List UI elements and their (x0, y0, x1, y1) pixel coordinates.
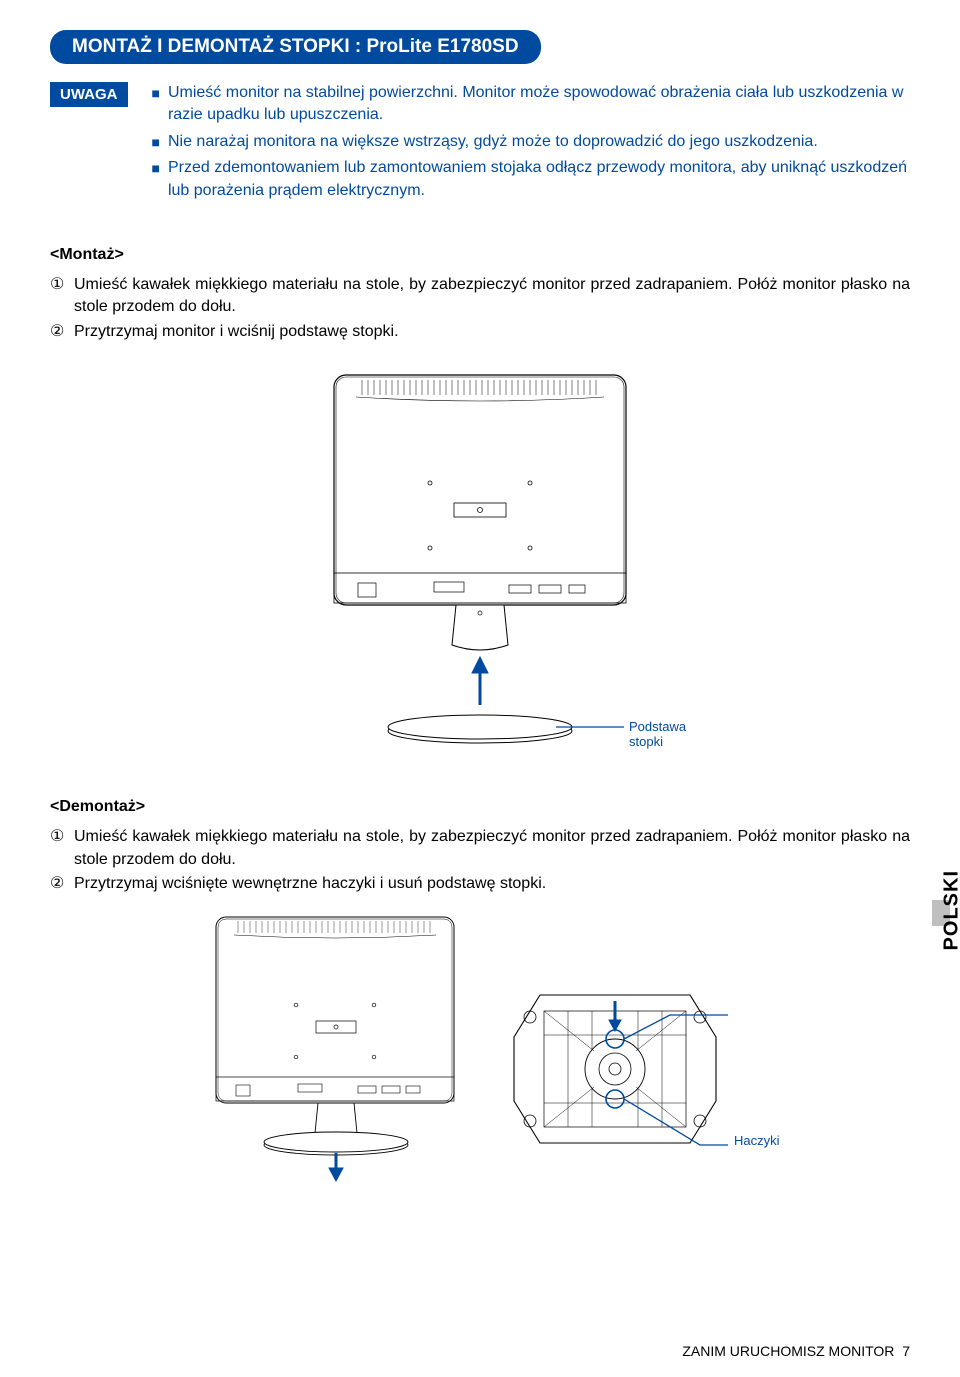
footer-page-number: 7 (902, 1343, 910, 1359)
page-footer: ZANIM URUCHOMISZ MONITOR 7 (682, 1343, 910, 1359)
step-number-icon: ① (50, 274, 74, 319)
step-number-icon: ② (50, 873, 74, 895)
caution-text: Nie narażaj monitora na większe wstrząsy… (168, 131, 818, 153)
caution-block: UWAGA ■ Umieść monitor na stabilnej powi… (50, 82, 910, 206)
caution-item: ■ Umieść monitor na stabilnej powierzchn… (152, 82, 911, 127)
caution-text: Umieść monitor na stabilnej powierzchni.… (168, 82, 910, 127)
mount-step: ① Umieść kawałek miękkiego materiału na … (50, 274, 910, 319)
caution-label: UWAGA (50, 82, 128, 107)
caution-list: ■ Umieść monitor na stabilnej powierzchn… (152, 82, 911, 206)
square-bullet-icon: ■ (152, 84, 160, 127)
language-tab: POLSKI (940, 870, 960, 950)
square-bullet-icon: ■ (152, 133, 160, 153)
mount-heading: <Montaż> (50, 246, 910, 264)
hooks-label: Haczyki (734, 1133, 780, 1148)
caution-item: ■ Nie narażaj monitora na większe wstrzą… (152, 131, 911, 153)
footer-section: ZANIM URUCHOMISZ MONITOR (682, 1343, 894, 1359)
demount-step: ① Umieść kawałek miękkiego materiału na … (50, 826, 910, 871)
caution-item: ■ Przed zdemontowaniem lub zamontowaniem… (152, 157, 911, 202)
mount-step: ② Przytrzymaj monitor i wciśnij podstawę… (50, 321, 910, 343)
step-text: Umieść kawałek miękkiego materiału na st… (74, 274, 910, 319)
step-text: Umieść kawałek miękkiego materiału na st… (74, 826, 910, 871)
step-text: Przytrzymaj monitor i wciśnij podstawę s… (74, 321, 910, 343)
mount-figure: Podstawa stopki (50, 373, 910, 758)
stand-base-bottom-diagram-icon (500, 975, 730, 1165)
step-number-icon: ② (50, 321, 74, 343)
demount-heading: <Demontaż> (50, 798, 910, 816)
square-bullet-icon: ■ (152, 159, 160, 202)
step-number-icon: ① (50, 826, 74, 871)
monitor-back-small-diagram-icon (210, 915, 460, 1185)
demount-step: ② Przytrzymaj wciśnięte wewnętrzne haczy… (50, 873, 910, 895)
caution-text: Przed zdemontowaniem lub zamontowaniem s… (168, 157, 910, 202)
stand-base-label: Podstawa stopki (629, 719, 686, 749)
page-title: MONTAŻ I DEMONTAŻ STOPKI : ProLite E1780… (50, 30, 541, 64)
step-text: Przytrzymaj wciśnięte wewnętrzne haczyki… (74, 873, 910, 895)
monitor-back-diagram-icon (324, 373, 636, 753)
demount-figure: Haczyki (50, 915, 910, 1195)
